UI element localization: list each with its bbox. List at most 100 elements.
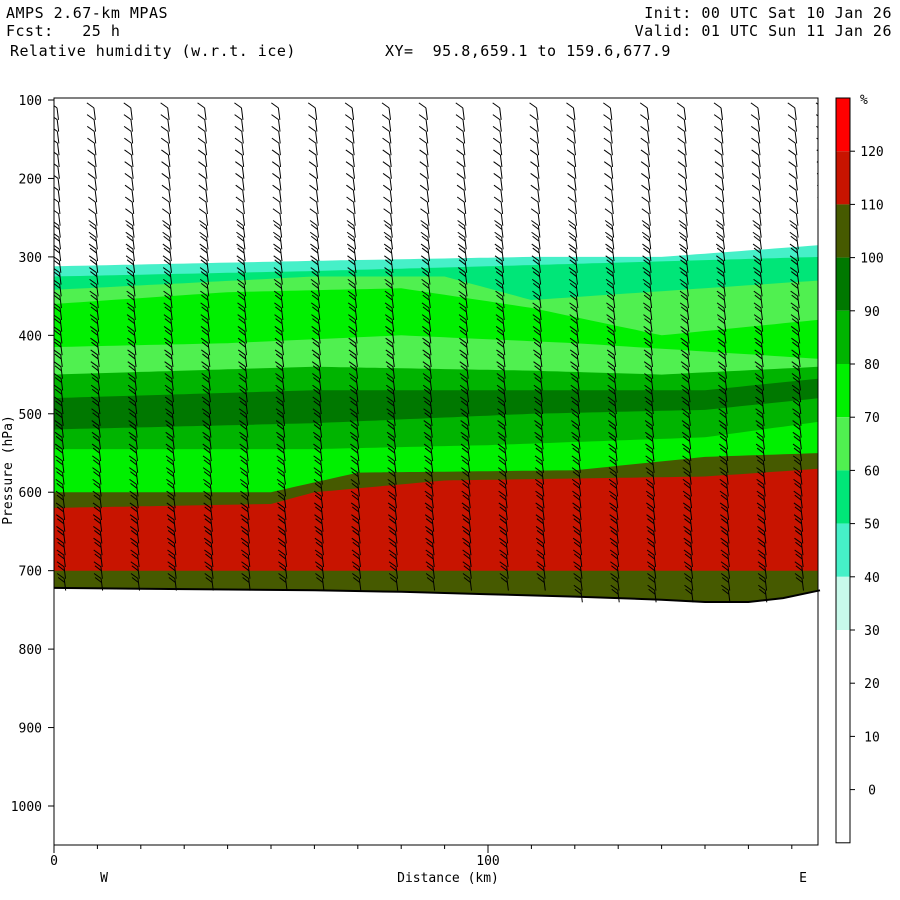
wind-barb-shaft (574, 190, 577, 203)
wind-barb-shaft (797, 284, 800, 297)
wind-barb-flag (750, 102, 759, 109)
wind-barb-flag (315, 541, 323, 548)
wind-barb-shaft (574, 178, 577, 191)
colorbar-swatch (836, 98, 850, 152)
wind-barb-flag (91, 388, 100, 395)
wind-barb-flag (197, 125, 206, 132)
wind-barb-flag (125, 255, 134, 262)
wind-barb-flag (718, 396, 726, 403)
wind-barb-flag (344, 102, 353, 109)
wind-barb-shaft (536, 131, 539, 144)
wind-barb-shaft (354, 307, 358, 320)
wind-barb-shaft (800, 519, 804, 532)
wind-barb-flag (313, 478, 322, 485)
wind-barb-flag (204, 482, 212, 489)
wind-barb-shaft (720, 107, 724, 120)
wind-barb-shaft (206, 272, 210, 285)
wind-barb-flag (276, 424, 285, 430)
wind-barb-flag (309, 231, 318, 238)
wind-barb-flag (530, 173, 538, 179)
wind-barb-flag (347, 235, 355, 242)
wind-barb-shaft (829, 484, 831, 496)
wind-barb-flag (462, 561, 471, 568)
wind-barb-shaft (468, 507, 471, 520)
wind-barb-flag (164, 282, 172, 289)
wind-barb-shaft (762, 460, 766, 473)
wind-barb-shaft (208, 390, 211, 403)
wind-barb-shaft (690, 531, 693, 544)
wind-barb-shaft (247, 531, 250, 544)
wind-barb-flag (500, 553, 508, 560)
wind-barb-shaft (689, 507, 693, 520)
wind-barb-shaft (136, 496, 139, 509)
wind-barb-flag (719, 424, 727, 430)
wind-barb-shaft (61, 437, 65, 450)
wind-barb-flag (386, 353, 394, 360)
wind-barb-flag (311, 271, 319, 277)
wind-barb-flag (720, 549, 729, 556)
wind-barb-flag (815, 114, 818, 117)
wind-barb-shaft (210, 507, 213, 520)
wind-barb-flag (795, 565, 803, 572)
wind-barb-shaft (542, 543, 546, 556)
y-tick-label: 700 (19, 565, 42, 580)
wind-barb-flag (126, 302, 135, 309)
wind-barb-flag (567, 173, 575, 179)
wind-barb-shaft (207, 354, 211, 368)
wind-barb-shaft (542, 507, 545, 520)
wind-barb-flag (457, 255, 466, 262)
wind-barb-flag (458, 259, 466, 266)
wind-barb-flag (55, 478, 64, 485)
wind-barb-shaft (392, 354, 395, 368)
wind-barb-flag (793, 502, 802, 509)
wind-barb-flag (389, 530, 397, 536)
wind-barb-flag (240, 490, 248, 497)
wind-barb-flag (607, 396, 616, 403)
wind-barb-column (676, 102, 694, 603)
wind-barb-flag (718, 408, 726, 415)
wind-barb-flag (90, 361, 99, 368)
wind-barb-flag (349, 420, 358, 426)
wind-barb-flag (308, 137, 317, 144)
wind-barb-shaft (468, 484, 471, 497)
wind-barb-flag (385, 282, 393, 289)
wind-barb-flag (164, 330, 172, 336)
wind-barb-flag (237, 302, 245, 309)
wind-barb-shaft (207, 331, 210, 344)
wind-barb-shaft (136, 543, 140, 556)
wind-barb-flag (498, 526, 507, 532)
wind-barb-flag (125, 231, 134, 238)
wind-barb-flag (461, 424, 469, 430)
wind-barb-flag (313, 435, 322, 442)
wind-barb-flag (719, 490, 728, 497)
wind-barb-flag (93, 471, 101, 478)
wind-barb-flag (496, 373, 505, 379)
wind-barb-shaft (95, 237, 98, 250)
wind-barb-shaft (209, 449, 212, 462)
wind-barb-flag (311, 247, 319, 254)
wind-barb-shaft (171, 366, 174, 379)
wind-barb-flag (718, 384, 726, 391)
wind-barb-shaft (354, 272, 357, 285)
wind-barb-flag (129, 424, 137, 430)
wind-barb-flag (492, 125, 501, 132)
wind-barb-flag (640, 114, 648, 121)
wind-barb-flag (607, 306, 615, 313)
wind-barb-flag (56, 549, 65, 556)
wind-barb-shaft (171, 401, 175, 415)
wind-barb-flag (311, 349, 320, 356)
wind-barb-flag (131, 541, 139, 548)
wind-barb-flag (54, 361, 62, 368)
colorbar-label: 100 (860, 252, 883, 267)
wind-barb-shaft (358, 578, 362, 591)
wind-barb-flag (607, 361, 615, 368)
wind-barb-shaft (721, 190, 725, 203)
wind-barb-shaft (467, 472, 471, 485)
wind-barb-flag (755, 396, 763, 403)
wind-barb-shaft (687, 390, 691, 403)
wind-barb-flag (54, 431, 63, 438)
wind-barb-flag (128, 400, 137, 407)
wind-barb-shaft (353, 260, 357, 273)
wind-barb-shaft (393, 449, 397, 462)
wind-barb-shaft (577, 401, 580, 415)
